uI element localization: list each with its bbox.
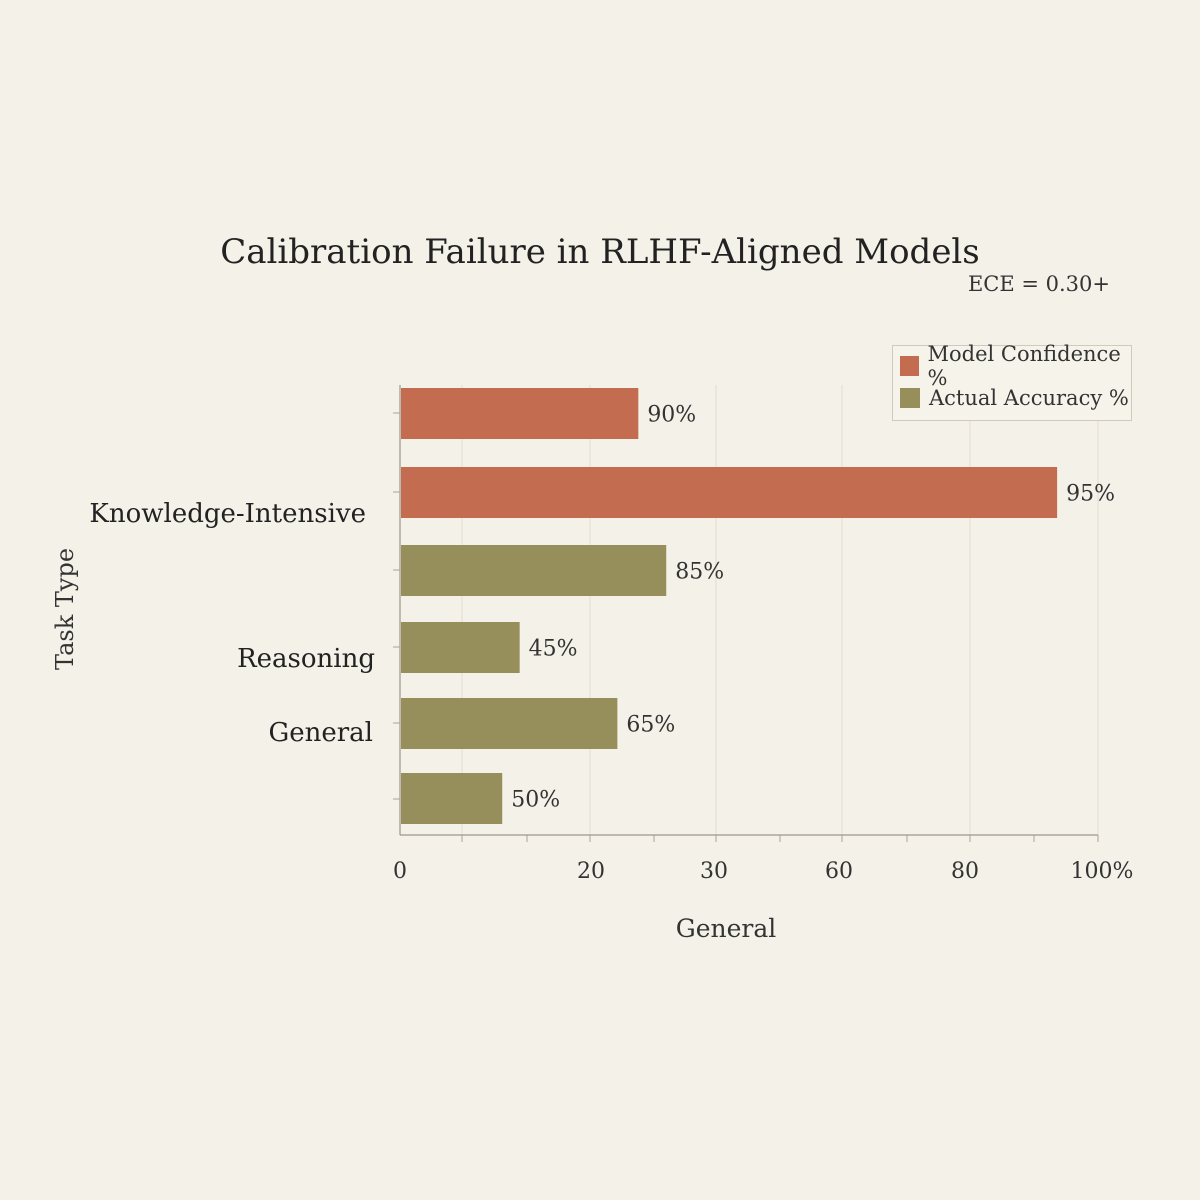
bar [401, 388, 639, 439]
legend-label-accuracy: Actual Accuracy % [929, 386, 1129, 410]
legend-item-accuracy: Actual Accuracy % [893, 382, 1131, 414]
legend-swatch-accuracy [900, 388, 920, 408]
x-tick-label: 60 [825, 859, 853, 884]
y-category-label: Reasoning [237, 644, 375, 674]
bar-value-label: 95% [1066, 482, 1115, 507]
x-tick-label: 80 [951, 859, 979, 884]
legend-item-confidence: Model Confidence % [893, 342, 1131, 390]
y-category-label: Knowledge-Intensive [89, 499, 366, 529]
bar [401, 467, 1058, 518]
bar [401, 773, 503, 824]
legend-swatch-confidence [900, 356, 919, 376]
x-tick-label: 0 [393, 859, 407, 884]
chart-title: Calibration Failure in RLHF-Aligned Mode… [220, 232, 980, 272]
legend-label-confidence: Model Confidence % [927, 342, 1121, 390]
y-category-label: General [268, 718, 373, 748]
chart-subtitle: ECE = 0.30+ [967, 272, 1110, 296]
x-tick-label: 20 [577, 859, 605, 884]
bar-value-label: 90% [647, 403, 696, 428]
bar-value-label: 45% [529, 637, 578, 662]
x-axis-title: General [676, 914, 777, 943]
x-tick-label: 100% [1071, 859, 1134, 884]
y-axis-title: Task Type [51, 548, 79, 670]
bar-value-label: 85% [675, 560, 724, 585]
x-tick-label: 30 [700, 859, 728, 884]
bar-value-label: 50% [511, 788, 560, 813]
bar [401, 698, 618, 749]
bar [401, 622, 520, 673]
bar [401, 545, 667, 596]
legend: Model Confidence % Actual Accuracy % [892, 342, 1132, 421]
bar-value-label: 65% [626, 713, 675, 738]
